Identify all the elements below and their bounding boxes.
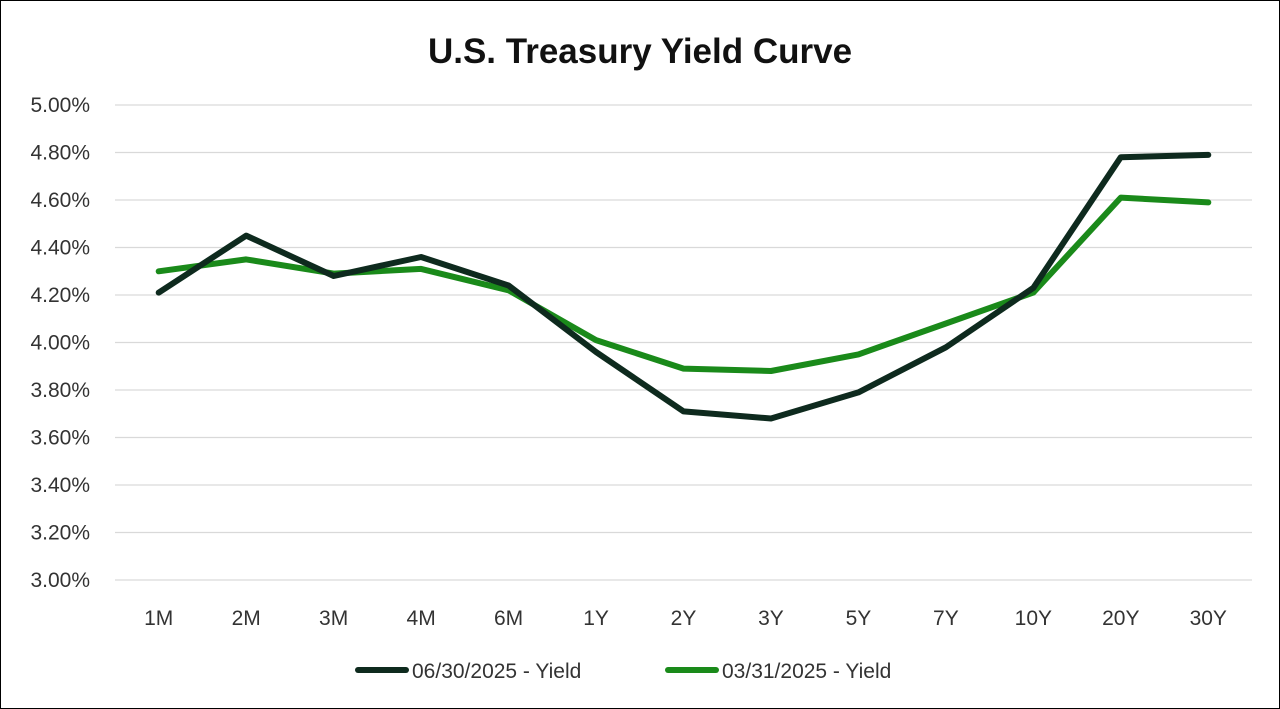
x-tick-label: 1Y bbox=[583, 607, 609, 630]
y-tick-label: 4.60% bbox=[30, 189, 90, 212]
legend-label-0: 06/30/2025 - Yield bbox=[412, 660, 581, 683]
x-tick-label: 7Y bbox=[933, 607, 959, 630]
legend: 06/30/2025 - Yield 03/31/2025 - Yield bbox=[355, 660, 891, 683]
x-tick-label: 4M bbox=[407, 607, 436, 630]
series-line-0 bbox=[155, 151, 1212, 422]
legend-label-1: 03/31/2025 - Yield bbox=[722, 660, 891, 683]
y-tick-label: 4.40% bbox=[30, 237, 90, 260]
x-axis-tick-labels: 1M 2M 3M 4M 6M 1Y 2Y 3Y 5Y 7Y 10Y 20Y 30Y bbox=[144, 607, 1227, 630]
x-tick-label: 2M bbox=[232, 607, 261, 630]
y-tick-label: 3.40% bbox=[30, 474, 90, 497]
x-tick-label: 6M bbox=[494, 607, 523, 630]
x-tick-label: 10Y bbox=[1015, 607, 1052, 630]
x-tick-label: 2Y bbox=[671, 607, 697, 630]
y-tick-label: 3.80% bbox=[30, 379, 90, 402]
gridlines bbox=[115, 104, 1252, 581]
x-tick-label: 20Y bbox=[1102, 607, 1139, 630]
series-line-1 bbox=[155, 194, 1212, 374]
y-tick-label: 4.00% bbox=[30, 332, 90, 355]
x-tick-label: 1M bbox=[144, 607, 173, 630]
series-lines bbox=[155, 151, 1212, 422]
y-tick-label: 4.80% bbox=[30, 142, 90, 165]
y-tick-label: 3.00% bbox=[30, 569, 90, 592]
y-tick-label: 3.60% bbox=[30, 427, 90, 450]
x-tick-label: 3Y bbox=[758, 607, 784, 630]
y-tick-label: 5.00% bbox=[30, 94, 90, 117]
y-tick-label: 3.20% bbox=[30, 522, 90, 545]
x-tick-label: 3M bbox=[319, 607, 348, 630]
x-tick-label: 30Y bbox=[1190, 607, 1227, 630]
y-tick-label: 4.20% bbox=[30, 284, 90, 307]
y-axis-tick-labels: 3.00% 3.20% 3.40% 3.60% 3.80% 4.00% 4.20% 4.40%… bbox=[30, 94, 90, 592]
chart-title: U.S. Treasury Yield Curve bbox=[428, 32, 852, 71]
x-tick-label: 5Y bbox=[846, 607, 872, 630]
